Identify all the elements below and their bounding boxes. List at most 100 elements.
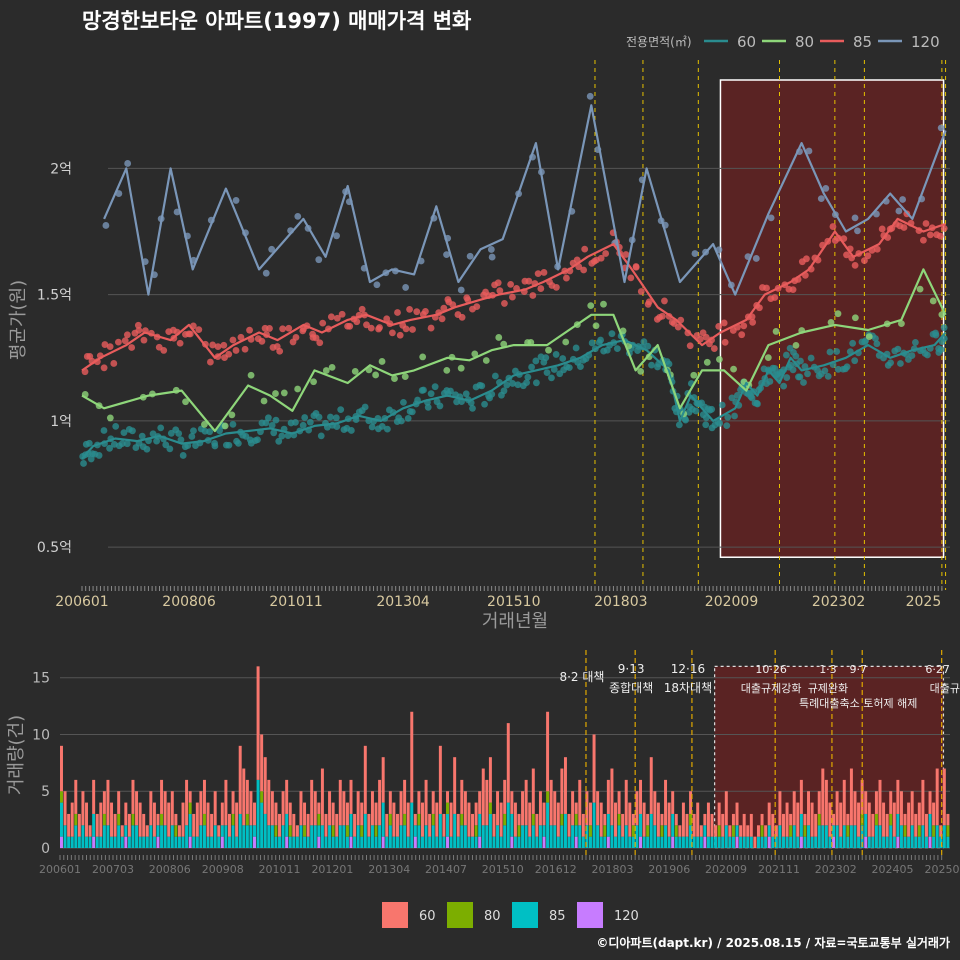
data-point <box>572 344 580 352</box>
data-point <box>525 277 533 285</box>
data-point <box>597 336 604 344</box>
bar-segment-85 <box>160 825 164 848</box>
bar-segment-60 <box>942 768 946 826</box>
bar-segment-85 <box>799 813 803 837</box>
bar-segment-120 <box>606 836 610 848</box>
bar-segment-85 <box>867 836 871 848</box>
bar-segment-85 <box>706 836 710 848</box>
bar-segment-85 <box>528 836 532 848</box>
bar-segment-85 <box>199 825 203 848</box>
bar-segment-60 <box>678 825 682 837</box>
data-point <box>294 385 302 393</box>
data-point <box>637 288 645 295</box>
bar-segment-80 <box>560 813 564 826</box>
bar-segment-60 <box>170 791 174 826</box>
data-point <box>817 195 825 203</box>
bar-segment-60 <box>102 791 106 814</box>
data-point <box>229 336 237 344</box>
data-point <box>129 427 136 435</box>
bar-segment-80 <box>574 813 578 826</box>
bar-segment-85 <box>345 836 349 848</box>
bar-segment-85 <box>603 836 607 848</box>
bar-segment-60 <box>649 757 653 814</box>
bar-segment-120 <box>671 836 675 848</box>
bar-segment-85 <box>281 825 285 848</box>
bar-segment-85 <box>74 825 78 848</box>
bar-segment-60 <box>88 825 92 837</box>
bar-segment-60 <box>699 825 703 837</box>
data-point <box>306 418 314 426</box>
bar-segment-85 <box>538 825 542 848</box>
data-point <box>312 334 320 342</box>
bar-segment-60 <box>892 802 896 837</box>
bar-segment-80 <box>188 802 192 814</box>
bar-segment-60 <box>721 813 725 837</box>
bar-segment-60 <box>621 813 625 837</box>
y-tick-label: 1.5억 <box>37 288 72 304</box>
data-point <box>690 371 698 379</box>
bar-segment-85 <box>235 836 239 848</box>
bar-segment-60 <box>821 768 825 826</box>
bar-segment-60 <box>857 802 861 837</box>
bar-segment-80 <box>202 813 206 826</box>
data-point <box>648 361 655 369</box>
data-point <box>457 364 465 372</box>
bar-segment-85 <box>739 836 743 848</box>
bar-segment-60 <box>152 802 156 837</box>
bar-segment-80 <box>846 825 850 837</box>
bar-segment-60 <box>656 802 660 837</box>
bar-segment-85 <box>939 836 943 848</box>
bar-segment-60 <box>885 813 889 837</box>
x-tick-label: 2025 <box>906 594 942 610</box>
bar-segment-85 <box>431 825 435 848</box>
data-point <box>501 300 508 307</box>
bar-legend-swatch-85 <box>512 902 538 928</box>
data-point <box>124 160 132 167</box>
bar-segment-85 <box>628 836 632 848</box>
bar-segment-85 <box>170 825 174 848</box>
bar-segment-60 <box>70 802 74 837</box>
data-point <box>702 421 710 429</box>
data-point <box>545 346 552 354</box>
data-point <box>246 326 253 334</box>
bar-segment-60 <box>517 813 521 826</box>
bar-segment-60 <box>903 813 907 826</box>
bar-segment-80 <box>388 813 392 826</box>
bar-segment-85 <box>746 836 750 848</box>
bar-segment-120 <box>478 836 482 848</box>
bar-segment-60 <box>814 813 818 837</box>
bar-segment-60 <box>145 825 149 837</box>
data-point <box>703 358 711 366</box>
x-tick-label: 201011 <box>269 594 322 610</box>
bar-segment-60 <box>592 734 596 803</box>
data-point <box>807 354 815 362</box>
bar-segment-60 <box>696 802 700 837</box>
bar-segment-85 <box>635 825 639 848</box>
volume-x-tick-label: 200703 <box>92 863 134 876</box>
data-point <box>160 347 168 354</box>
data-point <box>332 414 340 422</box>
bar-segment-80 <box>517 825 521 837</box>
bar-segment-60 <box>124 802 128 826</box>
bar-segment-120 <box>60 836 63 848</box>
bar-segment-60 <box>588 802 592 826</box>
data-point <box>926 231 934 239</box>
data-point <box>851 261 859 269</box>
bar-segment-60 <box>871 813 875 837</box>
policy-marker-date: 10·26 <box>755 663 787 676</box>
bar-segment-85 <box>446 813 449 837</box>
bar-segment-60 <box>117 791 121 814</box>
bar-segment-60 <box>413 813 417 826</box>
data-point <box>123 331 131 339</box>
bar-segment-60 <box>481 768 485 826</box>
data-point <box>427 324 435 332</box>
data-point <box>266 325 273 332</box>
bar-segment-85 <box>63 825 67 848</box>
data-point <box>128 344 136 351</box>
data-point <box>900 224 908 231</box>
data-point <box>182 398 189 406</box>
bar-segment-60 <box>824 779 828 826</box>
bar-segment-85 <box>917 836 921 848</box>
bar-segment-60 <box>374 802 378 826</box>
data-point <box>101 341 109 348</box>
